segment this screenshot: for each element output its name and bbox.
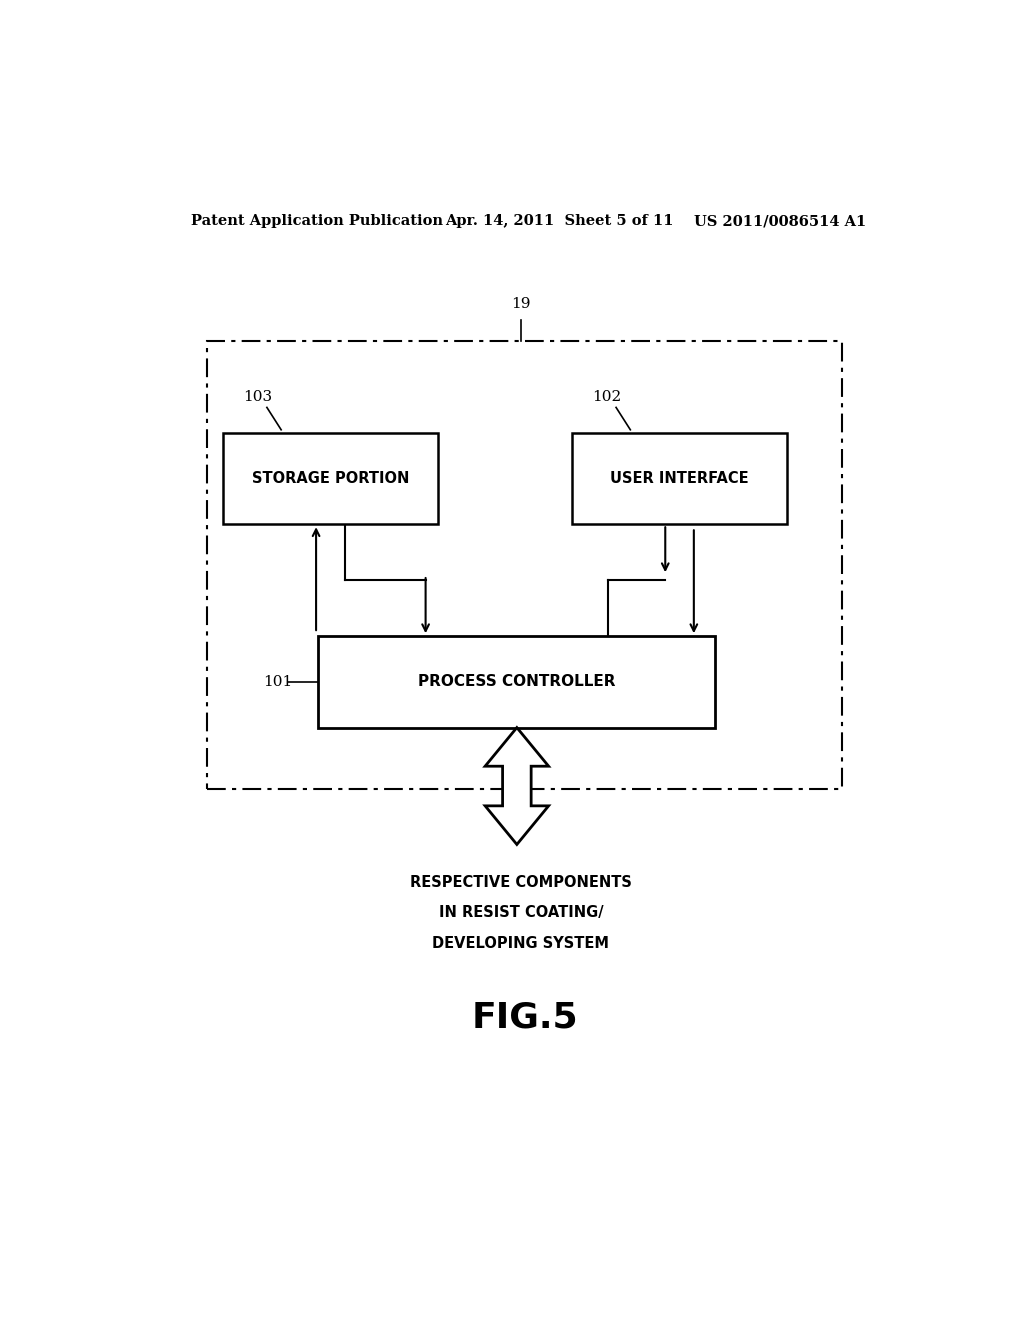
Text: RESPECTIVE COMPONENTS: RESPECTIVE COMPONENTS <box>410 875 632 890</box>
Text: FIG.5: FIG.5 <box>471 1001 579 1035</box>
Text: US 2011/0086514 A1: US 2011/0086514 A1 <box>694 214 866 228</box>
Text: 19: 19 <box>511 297 530 312</box>
Text: STORAGE PORTION: STORAGE PORTION <box>252 471 409 486</box>
Text: 101: 101 <box>263 675 292 689</box>
Polygon shape <box>485 727 549 845</box>
Bar <box>223 433 437 524</box>
Bar <box>572 433 786 524</box>
Text: 103: 103 <box>243 391 272 404</box>
Bar <box>207 342 843 788</box>
Text: Patent Application Publication: Patent Application Publication <box>191 214 443 228</box>
Text: Apr. 14, 2011  Sheet 5 of 11: Apr. 14, 2011 Sheet 5 of 11 <box>445 214 674 228</box>
Text: DEVELOPING SYSTEM: DEVELOPING SYSTEM <box>432 936 609 950</box>
Text: USER INTERFACE: USER INTERFACE <box>610 471 749 486</box>
Text: PROCESS CONTROLLER: PROCESS CONTROLLER <box>418 675 615 689</box>
Text: IN RESIST COATING/: IN RESIST COATING/ <box>438 906 603 920</box>
Bar <box>318 636 715 727</box>
Text: 102: 102 <box>592 391 622 404</box>
